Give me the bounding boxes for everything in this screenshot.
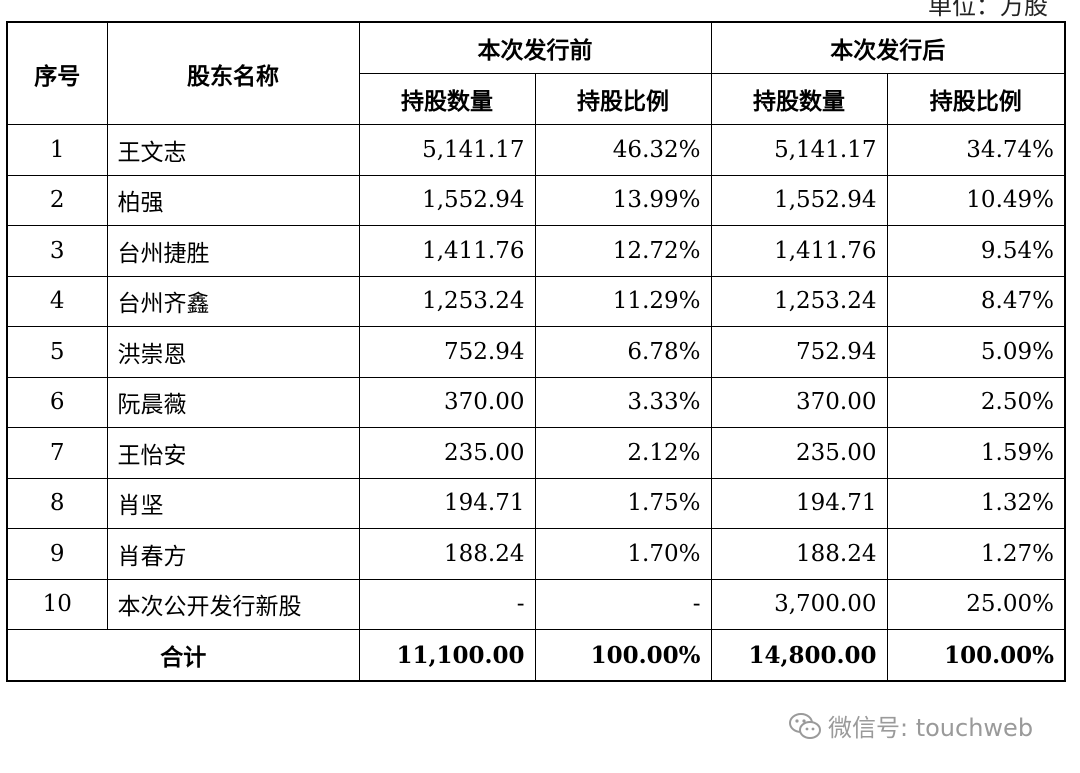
shareholder-table: 序号 股东名称 本次发行前 本次发行后 持股数量 持股比例 持股数量 持股比例 … <box>6 21 1066 682</box>
row-before-ratio: 1.70% <box>534 528 712 580</box>
row-no: 10 <box>6 578 108 630</box>
wechat-icon <box>789 712 821 739</box>
row-after-shares: 1,253.24 <box>710 275 888 327</box>
total-row: 合计 11,100.00 100.00% 14,800.00 100.00% <box>6 629 1066 682</box>
watermark: 微信号: touchweb <box>788 708 1033 743</box>
row-before-shares: 752.94 <box>358 326 536 378</box>
row-after-shares: 3,700.00 <box>710 578 888 630</box>
unit-label: 单位：万股 <box>928 0 1048 20</box>
row-no: 8 <box>6 477 108 529</box>
table-row: 1 王文志 5,141.17 46.32% 5,141.17 34.74% <box>6 124 1066 176</box>
table-row: 10 本次公开发行新股 - - 3,700.00 25.00% <box>6 578 1066 630</box>
row-after-ratio: 9.54% <box>886 225 1066 277</box>
row-after-shares: 370.00 <box>710 376 888 428</box>
row-after-ratio: 1.59% <box>886 427 1066 479</box>
header-name: 股东名称 <box>106 21 360 125</box>
row-no: 3 <box>6 225 108 277</box>
row-no: 6 <box>6 376 108 428</box>
header-before: 本次发行前 <box>358 21 712 74</box>
row-name: 王怡安 <box>106 427 360 479</box>
row-before-shares: 370.00 <box>358 376 536 428</box>
row-before-ratio: - <box>534 578 712 630</box>
row-name: 柏强 <box>106 174 360 226</box>
row-after-ratio: 8.47% <box>886 275 1066 327</box>
row-name: 阮晨薇 <box>106 376 360 428</box>
row-before-ratio: 13.99% <box>534 174 712 226</box>
row-name: 本次公开发行新股 <box>106 578 360 630</box>
table-row: 6 阮晨薇 370.00 3.33% 370.00 2.50% <box>6 376 1066 428</box>
row-after-ratio: 10.49% <box>886 174 1066 226</box>
header-before-shares: 持股数量 <box>358 73 536 125</box>
row-after-ratio: 34.74% <box>886 124 1066 176</box>
row-no: 9 <box>6 528 108 580</box>
table-row: 2 柏强 1,552.94 13.99% 1,552.94 10.49% <box>6 174 1066 226</box>
row-before-ratio: 46.32% <box>534 124 712 176</box>
row-name: 肖春方 <box>106 528 360 580</box>
row-after-ratio: 2.50% <box>886 376 1066 428</box>
header-after-ratio: 持股比例 <box>886 73 1066 125</box>
row-before-ratio: 12.72% <box>534 225 712 277</box>
row-name: 台州齐鑫 <box>106 275 360 327</box>
table-row: 8 肖坚 194.71 1.75% 194.71 1.32% <box>6 477 1066 529</box>
total-after-ratio: 100.00% <box>886 629 1066 682</box>
row-before-shares: 5,141.17 <box>358 124 536 176</box>
row-name: 洪崇恩 <box>106 326 360 378</box>
total-before-shares: 11,100.00 <box>358 629 536 682</box>
row-after-shares: 1,411.76 <box>710 225 888 277</box>
total-before-ratio: 100.00% <box>534 629 712 682</box>
row-after-ratio: 5.09% <box>886 326 1066 378</box>
row-before-shares: 1,411.76 <box>358 225 536 277</box>
row-no: 5 <box>6 326 108 378</box>
row-before-shares: - <box>358 578 536 630</box>
row-after-ratio: 1.32% <box>886 477 1066 529</box>
header-after: 本次发行后 <box>710 21 1066 74</box>
row-before-shares: 194.71 <box>358 477 536 529</box>
row-after-shares: 188.24 <box>710 528 888 580</box>
row-after-ratio: 1.27% <box>886 528 1066 580</box>
row-name: 肖坚 <box>106 477 360 529</box>
table-row: 3 台州捷胜 1,411.76 12.72% 1,411.76 9.54% <box>6 225 1066 277</box>
header-after-shares: 持股数量 <box>710 73 888 125</box>
table-row: 5 洪崇恩 752.94 6.78% 752.94 5.09% <box>6 326 1066 378</box>
header-no: 序号 <box>6 21 108 125</box>
row-after-ratio: 25.00% <box>886 578 1066 630</box>
row-after-shares: 752.94 <box>710 326 888 378</box>
row-before-shares: 235.00 <box>358 427 536 479</box>
row-no: 4 <box>6 275 108 327</box>
row-before-ratio: 6.78% <box>534 326 712 378</box>
row-before-shares: 1,253.24 <box>358 275 536 327</box>
row-before-ratio: 2.12% <box>534 427 712 479</box>
row-name: 台州捷胜 <box>106 225 360 277</box>
table-row: 4 台州齐鑫 1,253.24 11.29% 1,253.24 8.47% <box>6 275 1066 327</box>
row-before-ratio: 11.29% <box>534 275 712 327</box>
row-name: 王文志 <box>106 124 360 176</box>
row-after-shares: 5,141.17 <box>710 124 888 176</box>
row-no: 7 <box>6 427 108 479</box>
row-after-shares: 194.71 <box>710 477 888 529</box>
total-after-shares: 14,800.00 <box>710 629 888 682</box>
watermark-text: 微信号: touchweb <box>828 714 1034 742</box>
table-row: 9 肖春方 188.24 1.70% 188.24 1.27% <box>6 528 1066 580</box>
row-before-shares: 1,552.94 <box>358 174 536 226</box>
row-no: 1 <box>6 124 108 176</box>
header-before-ratio: 持股比例 <box>534 73 712 125</box>
row-after-shares: 1,552.94 <box>710 174 888 226</box>
row-after-shares: 235.00 <box>710 427 888 479</box>
row-no: 2 <box>6 174 108 226</box>
row-before-ratio: 3.33% <box>534 376 712 428</box>
row-before-ratio: 1.75% <box>534 477 712 529</box>
total-label: 合计 <box>6 629 360 682</box>
table-row: 7 王怡安 235.00 2.12% 235.00 1.59% <box>6 427 1066 479</box>
row-before-shares: 188.24 <box>358 528 536 580</box>
